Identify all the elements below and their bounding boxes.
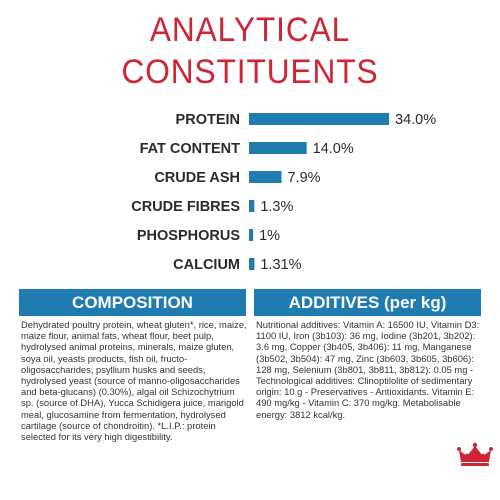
value-label: 7.9% (288, 170, 321, 186)
value-label: 34.0% (395, 112, 436, 128)
additives-heading: ADDITIVES (per kg) (254, 289, 481, 316)
additives-text: Nutritional additives: Vitamin A: 16500 … (256, 319, 480, 420)
category-label: CRUDE ASH (154, 170, 240, 186)
bar (249, 229, 254, 241)
bar (249, 142, 307, 154)
bar (249, 200, 255, 212)
value-label: 14.0% (313, 141, 354, 157)
value-label: 1.3% (260, 199, 293, 215)
title-line-1: ANALYTICAL (149, 11, 351, 49)
category-label: CRUDE FIBRES (131, 199, 240, 215)
crown-icon (457, 442, 493, 466)
bar (249, 258, 255, 270)
constituents-chart: PROTEIN 34.0% FAT CONTENT 14.0% CRUDE ASH 7.9… (131, 112, 436, 273)
composition-text: Dehydrated poultry protein, wheat gluten… (21, 319, 247, 443)
composition-heading: COMPOSITION (19, 289, 246, 316)
value-label: 1.31% (260, 257, 301, 273)
bar (249, 113, 389, 125)
value-label: 1% (259, 228, 280, 244)
category-label: CALCIUM (173, 257, 240, 273)
category-label: PHOSPHORUS (137, 228, 240, 244)
bar (249, 171, 282, 183)
category-label: FAT CONTENT (140, 141, 241, 157)
title-line-2: CONSTITUENTS (121, 53, 379, 91)
category-label: PROTEIN (176, 112, 240, 128)
